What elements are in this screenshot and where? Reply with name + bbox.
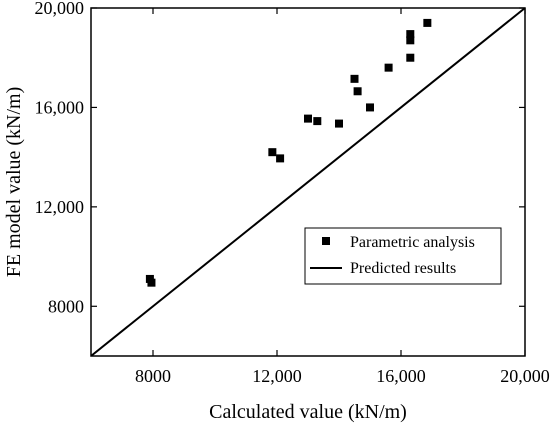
data-point: [335, 119, 343, 128]
data-point: [268, 148, 277, 157]
predicted-results-line: [91, 8, 525, 356]
legend-label-parametric-analysis: Parametric analysis: [350, 234, 475, 251]
data-point: [406, 36, 415, 45]
data-point: [147, 278, 156, 287]
x-tick-label: 12,000: [252, 366, 302, 386]
data-point: [304, 114, 312, 123]
y-tick-label: 16,000: [35, 97, 85, 117]
y-axis-label: FE model value (kN/m): [3, 87, 25, 278]
data-point: [350, 74, 359, 83]
y-tick-label: 8000: [48, 296, 84, 316]
plot-series: [91, 8, 525, 356]
legend-label-predicted-results: Predicted results: [350, 260, 456, 277]
x-tick-label: 16,000: [376, 366, 426, 386]
legend-marker-parametric-analysis: [322, 237, 330, 245]
data-point: [406, 53, 415, 62]
legend-box: [304, 227, 502, 285]
plot-frame: [90, 7, 526, 357]
y-tick-label: 20,000: [35, 0, 85, 18]
data-point: [366, 103, 374, 112]
data-point: [313, 117, 322, 126]
legend: Parametric analysis Predicted results: [304, 227, 502, 285]
data-point: [423, 18, 432, 27]
data-point: [384, 63, 393, 72]
data-point: [406, 30, 415, 39]
data-point: [276, 154, 285, 163]
tick-labels: 8000 12,000 16,000 20,000 8000 12,000 16,000 20…: [35, 0, 550, 386]
x-axis-label: Calculated value (kN/m): [209, 401, 407, 423]
data-point: [353, 87, 362, 96]
x-tick-label: 20,000: [500, 366, 550, 386]
axis-ticks: [91, 7, 526, 356]
x-tick-label: 8000: [135, 366, 171, 386]
y-tick-label: 12,000: [35, 197, 85, 217]
